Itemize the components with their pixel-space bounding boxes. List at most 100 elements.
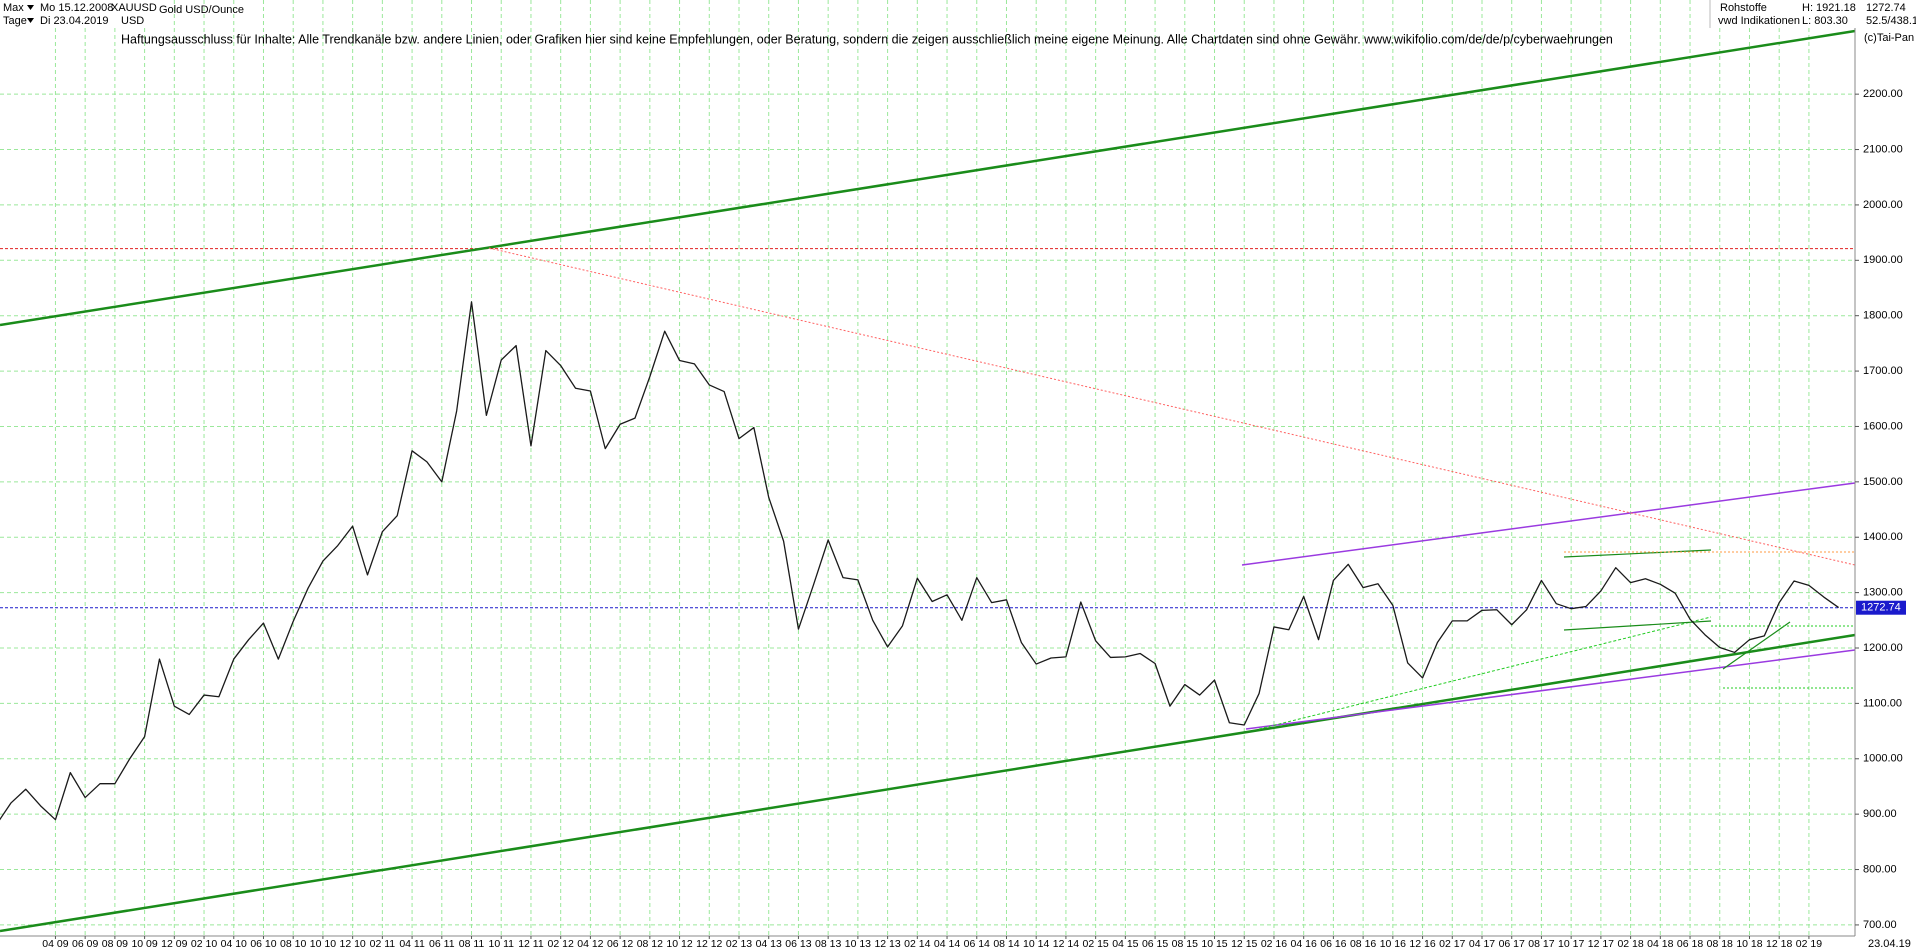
trend-channel-lower xyxy=(0,633,1856,933)
x-tick-label: 06 17 xyxy=(1499,938,1525,950)
instrument-name: Gold USD/Ounce xyxy=(159,4,244,16)
x-tick-label: 12 11 xyxy=(518,938,544,950)
last-price: 1272.74 xyxy=(1866,2,1906,14)
green-dashed-trend xyxy=(1258,616,1712,730)
x-tick-label: 12 09 xyxy=(161,938,187,950)
period: Max xyxy=(3,2,24,14)
x-tick-label: 06 13 xyxy=(785,938,811,950)
source: vwd Indikationen xyxy=(1718,15,1800,27)
y-tick-label: 700.00 xyxy=(1863,919,1897,931)
y-tick-label: 1500.00 xyxy=(1863,476,1903,488)
x-tick-label: 04 09 xyxy=(42,938,68,950)
y-tick-label: 1900.00 xyxy=(1863,254,1903,266)
purple-channel-upper xyxy=(1241,482,1856,566)
x-tick-label: 06 18 xyxy=(1677,938,1703,950)
x-tick-label: 10 09 xyxy=(131,938,157,950)
x-tick-label: 04 13 xyxy=(756,938,782,950)
x-tick-label: 04 16 xyxy=(1291,938,1317,950)
symbol: XAUUSD xyxy=(111,2,157,14)
x-tick-label: 04 10 xyxy=(221,938,247,950)
copyright: (c)Tai-Pan xyxy=(1864,32,1914,44)
currency: USD xyxy=(121,15,144,27)
x-tick-label: 10 15 xyxy=(1201,938,1227,950)
x-tick-label: 06 10 xyxy=(250,938,276,950)
x-tick-label: 02 11 xyxy=(370,938,396,950)
info-box xyxy=(1710,0,1916,28)
x-tick-label: 04 14 xyxy=(934,938,960,950)
y-tick-label: 2200.00 xyxy=(1863,88,1903,100)
x-tick-label: 12 12 xyxy=(696,938,722,950)
x-tick-label: 04 18 xyxy=(1647,938,1673,950)
x-tick-label: 12 10 xyxy=(339,938,365,950)
y-tick-label: 1000.00 xyxy=(1863,753,1903,765)
high-label: H: 1921.18 xyxy=(1802,2,1856,14)
price-tag-label: 1272.74 xyxy=(1861,602,1901,614)
x-tick-label: 02 13 xyxy=(726,938,752,950)
x-tick-label: 08 11 xyxy=(459,938,485,950)
y-tick-label: 1100.00 xyxy=(1863,697,1902,709)
x-tick-label: 08 17 xyxy=(1528,938,1554,950)
x-tick-label: 12 18 xyxy=(1766,938,1792,950)
y-tick-label: 1600.00 xyxy=(1863,420,1903,432)
x-tick-label: 06 12 xyxy=(607,938,633,950)
start-date: Mo 15.12.2008 xyxy=(40,2,113,14)
y-tick-label: 1700.00 xyxy=(1863,365,1903,377)
range: 52.5/438.1 xyxy=(1866,15,1916,27)
x-tick-label: 10 14 xyxy=(1023,938,1049,950)
x-tick-label: 02 15 xyxy=(1082,938,1108,950)
x-tick-label: 06 15 xyxy=(1142,938,1168,950)
x-tick-label: 06 16 xyxy=(1320,938,1346,950)
x-tick-label: 10 10 xyxy=(310,938,336,950)
x-tick-label: 12 17 xyxy=(1588,938,1614,950)
x-tick-label: 08 15 xyxy=(1172,938,1198,950)
trend-lines xyxy=(0,29,1856,933)
trend-channel-upper xyxy=(0,29,1856,327)
x-tick-label: 02 17 xyxy=(1439,938,1465,950)
x-tick-label: 02 12 xyxy=(548,938,574,950)
x-tick-label: 08 18 xyxy=(1707,938,1733,950)
header-box xyxy=(0,0,150,28)
x-tick-label: 08 14 xyxy=(993,938,1019,950)
x-tick-label: 04 17 xyxy=(1469,938,1495,950)
x-tick-label: 10 12 xyxy=(666,938,692,950)
x-tick-label: 06 14 xyxy=(964,938,990,950)
date-label: 23.04.19 xyxy=(1868,938,1911,950)
x-tick-label: 08 13 xyxy=(815,938,841,950)
x-tick-label: 10 16 xyxy=(1380,938,1406,950)
group: Rohstoffe xyxy=(1720,2,1767,14)
x-tick-label: 12 13 xyxy=(874,938,900,950)
x-tick-label: 12 15 xyxy=(1231,938,1257,950)
purple-channel-lower xyxy=(1245,649,1856,730)
x-tick-label: 08 10 xyxy=(280,938,306,950)
y-tick-label: 900.00 xyxy=(1863,808,1897,820)
x-tick-label: 06 11 xyxy=(429,938,455,950)
x-tick-label: 02 14 xyxy=(904,938,930,950)
x-tick-label: 02 10 xyxy=(191,938,217,950)
x-tick-label: 12 14 xyxy=(1053,938,1079,950)
x-tick-label: 04 12 xyxy=(577,938,603,950)
green-wedge-line xyxy=(1722,621,1791,670)
dropdown-arrow xyxy=(27,5,34,10)
end-date: Di 23.04.2019 xyxy=(40,15,109,27)
x-tick-label: 10 17 xyxy=(1558,938,1584,950)
red-trend-line xyxy=(488,247,1856,566)
y-tick-label: 1800.00 xyxy=(1863,310,1903,322)
y-tick-label: 800.00 xyxy=(1863,863,1897,875)
price-tag xyxy=(1856,600,1906,615)
x-tick-label: 02 18 xyxy=(1617,938,1643,950)
disclaimer: Haftungsausschluss für Inhalte: Alle Tre… xyxy=(121,32,1613,46)
x-tick-label: 04 11 xyxy=(399,938,425,950)
green-top-line xyxy=(1563,549,1712,558)
x-tick-label: 04 15 xyxy=(1112,938,1138,950)
y-tick-label: 1300.00 xyxy=(1863,587,1903,599)
y-tick-label: 1200.00 xyxy=(1863,642,1903,654)
interval: Tage xyxy=(3,15,27,27)
x-tick-label: 10 11 xyxy=(488,938,514,950)
low-label: L: 803.30 xyxy=(1802,15,1848,27)
y-tick-label: 2000.00 xyxy=(1863,199,1903,211)
x-tick-label: 02 19 xyxy=(1796,938,1822,950)
dropdown-arrow xyxy=(27,18,34,23)
price-axis-panel xyxy=(1855,0,1916,952)
x-tick-label: 08 09 xyxy=(102,938,128,950)
